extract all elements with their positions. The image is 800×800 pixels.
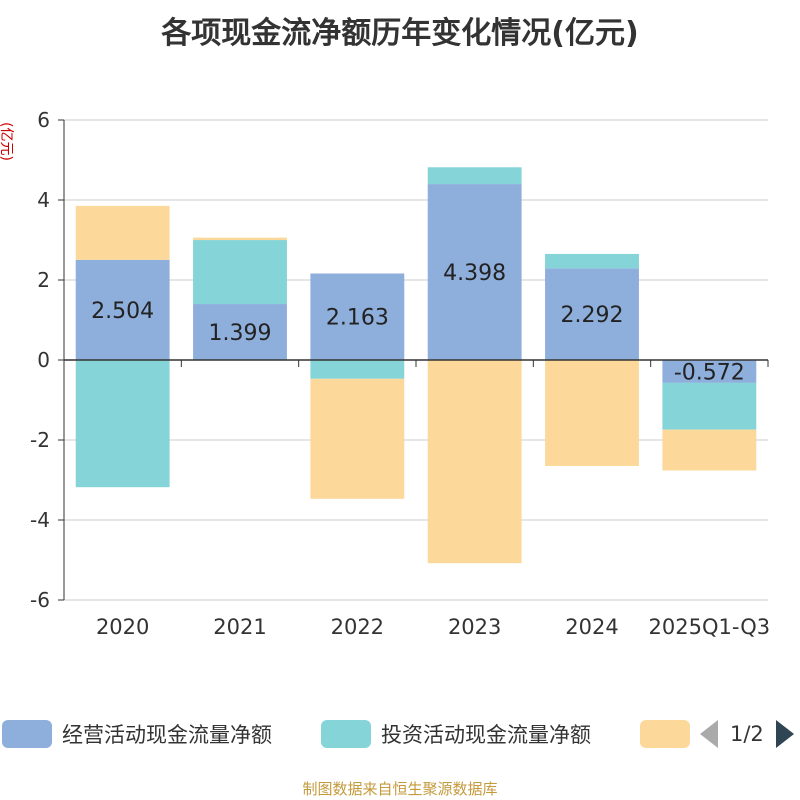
- y-tick-label: 4: [37, 188, 50, 212]
- bar-segment: [662, 429, 757, 471]
- bar-value-label: 2.504: [91, 299, 154, 324]
- x-tick-label: 2022: [331, 615, 384, 639]
- y-axis-label: (亿元): [0, 122, 14, 161]
- x-tick-label: 2024: [565, 615, 618, 639]
- legend-page-indicator: 1/2: [730, 722, 764, 746]
- y-tick-label: -2: [30, 428, 50, 452]
- x-tick-label: 2023: [448, 615, 501, 639]
- bar-segment: [662, 360, 757, 383]
- data-labels: 2.504 1.399 2.163 4.398 2.292 -0.572: [91, 261, 745, 385]
- bar-series: [75, 167, 757, 564]
- legend-swatch: [2, 720, 52, 748]
- bar-segment: [310, 273, 405, 360]
- legend-label: 投资活动现金流量净额: [381, 723, 591, 747]
- bar-value-label: -0.572: [674, 360, 745, 385]
- legend-item-operating[interactable]: 经营活动现金流量净额: [2, 716, 272, 752]
- bar-segment: [427, 167, 522, 185]
- bar-value-label: 2.163: [326, 306, 389, 331]
- y-tick-label: -4: [30, 508, 50, 532]
- bar-segment: [193, 240, 287, 305]
- bar-segment: [427, 360, 522, 564]
- axes: -6 -4 -2 0 2 4 6 2020 2021 2022 2023 2024 2025Q1-Q3: [30, 108, 770, 639]
- legend-swatch: [321, 720, 371, 748]
- grid-lines: [64, 119, 768, 601]
- bar-segment: [193, 304, 287, 360]
- y-tick-label: -6: [30, 588, 50, 612]
- bar-segment: [75, 360, 170, 488]
- bar-segment: [427, 184, 522, 360]
- bar-segment: [310, 360, 405, 379]
- y-tick-label: 2: [37, 268, 50, 292]
- y-tick-label: 6: [37, 108, 50, 132]
- x-tick-label: 2020: [96, 615, 149, 639]
- next-page-icon[interactable]: [775, 720, 794, 748]
- bar-segment: [75, 259, 170, 360]
- data-source-note: 制图数据来自恒生聚源数据库: [302, 780, 498, 798]
- bar-segment: [310, 378, 405, 499]
- bar-segment: [193, 237, 287, 241]
- legend-item-financing[interactable]: [640, 716, 700, 752]
- legend-pager: 1/2: [700, 716, 794, 752]
- x-tick-label: 2025Q1-Q3: [649, 615, 771, 639]
- bar-value-label: 4.398: [443, 261, 506, 286]
- legend-item-investing[interactable]: 投资活动现金流量净额: [321, 716, 591, 752]
- legend-swatch: [640, 720, 690, 748]
- bar-segment: [75, 205, 170, 260]
- bar-segment: [545, 268, 639, 360]
- chart-title: 各项现金流净额历年变化情况(亿元): [161, 16, 639, 51]
- bar-segment: [545, 253, 639, 269]
- y-tick-label: 0: [37, 348, 50, 372]
- bar-segment: [545, 360, 639, 466]
- bar-value-label: 2.292: [561, 303, 624, 328]
- prev-page-icon[interactable]: [700, 720, 718, 748]
- legend-label: 经营活动现金流量净额: [62, 723, 272, 747]
- bar-value-label: 1.399: [209, 321, 272, 346]
- bar-segment: [662, 382, 757, 430]
- x-tick-label: 2021: [213, 615, 266, 639]
